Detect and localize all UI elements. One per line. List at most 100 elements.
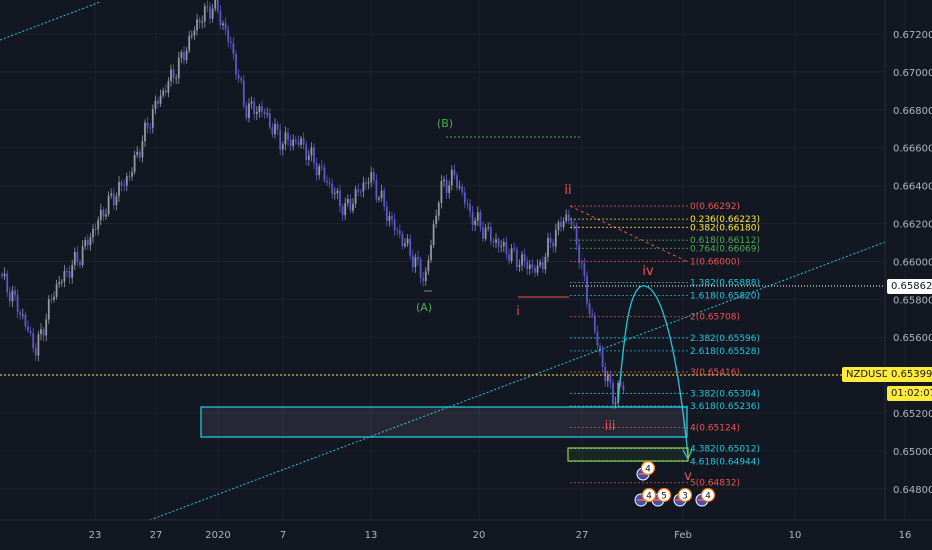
candle-body (456, 175, 458, 188)
candle-body (357, 189, 360, 192)
candle-body (580, 263, 583, 265)
fib-label: 1.382(0.65888) (690, 279, 760, 289)
candle-body (125, 176, 128, 186)
economic-event-badges[interactable]: 44 5 3 4 (634, 460, 716, 507)
candle-body (471, 211, 474, 225)
fib-label: 3(0.65416) (690, 368, 740, 378)
event-badge[interactable] (677, 487, 693, 503)
candle-body (6, 273, 9, 293)
candle-body (365, 182, 367, 184)
candle-body (112, 193, 115, 206)
candle-body (242, 80, 245, 106)
candle-body (565, 214, 568, 222)
candle-body (159, 95, 162, 104)
event-badge-count: 5 (661, 492, 667, 502)
candle-body (606, 375, 609, 381)
candle-body (68, 271, 71, 278)
candle-body (359, 191, 362, 193)
fib-label: 0.618(0.66112) (690, 236, 760, 246)
candle-body (515, 249, 518, 267)
candle-body (489, 227, 492, 242)
candle-body (227, 29, 230, 42)
candle-body (190, 35, 193, 37)
candle-body (575, 225, 578, 245)
candle-body (105, 214, 107, 217)
candle-body (292, 139, 295, 147)
candle-body (320, 166, 323, 168)
fib-trend-line (569, 205, 689, 263)
candle-body (492, 241, 495, 243)
event-badge-count: 3 (682, 492, 688, 502)
candle-body (398, 230, 401, 235)
candle-body (378, 198, 380, 200)
time-tick: 13 (365, 530, 378, 541)
candle-body (461, 186, 464, 193)
candle-body (422, 277, 425, 281)
candle-body (196, 19, 198, 31)
event-badge[interactable] (640, 460, 656, 476)
candle-body (154, 100, 157, 110)
trend-line-upper (0, 1, 101, 41)
candle-body (276, 124, 279, 130)
candle-body (339, 190, 341, 207)
event-badge[interactable] (641, 487, 657, 503)
candle-body (619, 382, 622, 386)
candle-body (305, 144, 308, 160)
candle-body (370, 172, 373, 183)
candle-body (240, 78, 243, 81)
drawing-layer[interactable] (0, 1, 886, 521)
candle-body (443, 179, 445, 182)
time-tick: 20 (473, 530, 486, 541)
candle-body (94, 228, 97, 230)
candle-body (307, 155, 310, 160)
candle-body (86, 239, 89, 246)
event-flag-stripe (639, 473, 647, 475)
candle-body (466, 203, 469, 205)
candle-body (206, 6, 209, 8)
fib-label: 4.618(0.64944) (690, 458, 760, 468)
candle-body (201, 21, 204, 23)
candle-body (274, 124, 276, 135)
event-badge[interactable] (656, 487, 672, 503)
target-zone-box (567, 447, 689, 462)
demand-zone-box (200, 406, 688, 438)
candle-body (513, 248, 516, 250)
candle-body (404, 243, 406, 247)
fib-label: 5(0.64832) (690, 479, 740, 489)
candle-body (24, 314, 27, 327)
candle-body (518, 265, 521, 267)
fib-label: 1.618(0.65820) (690, 292, 760, 302)
wave-label-v: v (684, 469, 692, 484)
candle-body (45, 319, 48, 336)
candle-body (541, 262, 544, 270)
candle-body (354, 189, 357, 204)
price-tick: 0.67200 (893, 30, 932, 41)
candle-body (19, 312, 22, 315)
fib-label: 0.764(0.66069) (690, 244, 760, 254)
candle-body (279, 129, 282, 150)
event-badge[interactable] (700, 487, 716, 503)
candle-body (162, 90, 165, 96)
crosshair-price-tag: 0.65862 (887, 279, 932, 294)
projection-path (617, 285, 689, 457)
candle-body (58, 281, 61, 284)
candle-body (294, 139, 297, 142)
candle-body (411, 255, 414, 268)
candle-body (544, 256, 547, 270)
candle-body (445, 179, 448, 193)
candle-body (115, 196, 118, 206)
candle-body (258, 106, 261, 112)
candle-body (599, 345, 601, 352)
candle-body (528, 264, 531, 270)
candle-body (469, 203, 471, 212)
fib-label: 4(0.65124) (690, 423, 740, 433)
candle-body (487, 227, 490, 229)
price-tick: 0.66400 (893, 182, 932, 193)
price-tick: 0.65600 (893, 333, 932, 344)
candle-body (102, 209, 105, 217)
candle-body (97, 219, 100, 230)
candle-body (318, 166, 321, 176)
